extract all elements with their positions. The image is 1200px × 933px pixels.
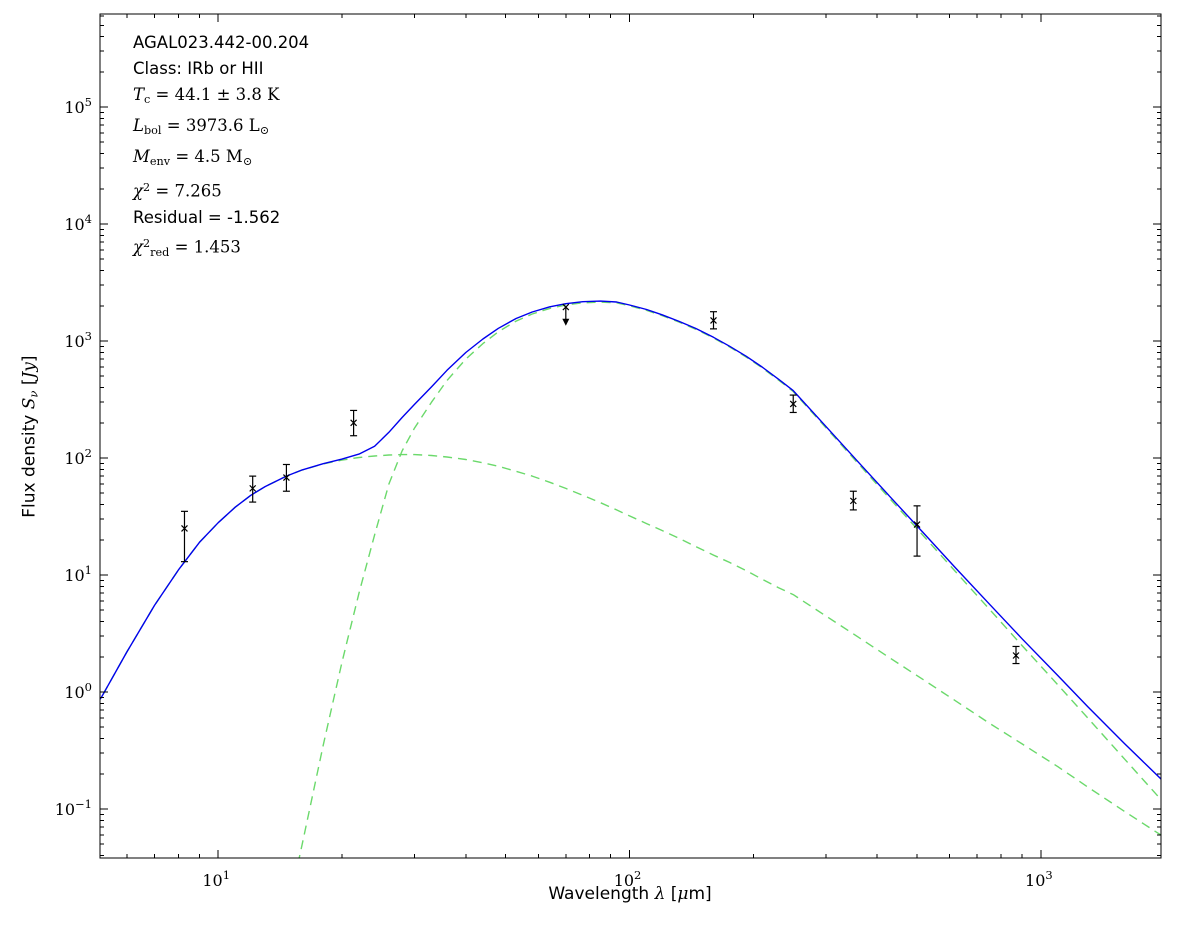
y-tick-label: 104 <box>64 212 92 234</box>
x-tick-label: 103 <box>1025 868 1053 890</box>
annotation-line-6: χ2 = 7.265 <box>133 175 309 205</box>
annotation-segment: Residual = -1.562 <box>133 208 281 228</box>
total-fit-curve <box>100 300 1161 780</box>
y-tick-label: 103 <box>64 329 92 351</box>
x-tick-label: 102 <box>614 868 642 890</box>
annotation-line-4: Lbol = 3973.6 L⊙ <box>133 113 309 144</box>
warm-component-curve <box>100 453 1161 836</box>
annotation-segment: = 4.5 M <box>170 147 243 167</box>
x-axis-label-segment: m] <box>688 884 712 904</box>
y-axis-label-segment: Flux density <box>19 409 40 518</box>
annotation-segment: χ <box>133 237 143 257</box>
annotation-segment: env <box>149 155 171 169</box>
annotation-line-7: Residual = -1.562 <box>133 205 309 231</box>
x-axis-label-segment: [ <box>665 884 678 904</box>
annotation-segment: Class: IRb or HII <box>133 59 264 78</box>
x-axis-label-segment: Wavelength <box>548 884 655 904</box>
data-marker-x <box>350 419 358 427</box>
cold-component-curve <box>298 301 1161 858</box>
annotation-segment: red <box>150 245 170 259</box>
annotation-segment: = 44.1 ± 3.8 K <box>150 85 280 104</box>
x-axis-label-segment: λ <box>654 884 666 904</box>
data-marker-x <box>181 525 188 532</box>
y-axis-label-segment: Jy <box>19 362 40 379</box>
data-marker-x <box>1012 652 1020 659</box>
y-tick-label: 101 <box>64 563 92 585</box>
annotation-segment: AGAL023.442-00.204 <box>133 33 310 52</box>
annotation-line-3: Tc = 44.1 ± 3.8 K <box>133 82 309 113</box>
annotation-line-1: AGAL023.442-00.204 <box>133 30 309 56</box>
annotation-segment: = 1.453 <box>169 237 241 257</box>
y-axis-label-segment: ] <box>19 355 40 363</box>
data-marker-x <box>789 400 797 408</box>
data-marker-x <box>249 484 257 492</box>
annotation-segment: c <box>144 93 151 107</box>
x-tick-label: 101 <box>202 868 230 890</box>
annotation-segment: bol <box>143 124 162 138</box>
x-axis-label: Wavelength λ [μm] <box>420 884 840 904</box>
y-tick-label: 102 <box>64 446 92 468</box>
data-marker-x <box>913 521 921 528</box>
y-axis-label-segment: S <box>19 397 40 410</box>
upper-limit-arrowhead <box>562 318 570 326</box>
annotation-segment: ⊙ <box>259 124 270 138</box>
data-marker-x <box>710 316 717 324</box>
annotation-line-5: Menv = 4.5 M⊙ <box>133 144 309 175</box>
annotation-segment: M <box>133 147 150 167</box>
data-marker-x <box>849 497 857 505</box>
x-axis-label-segment: μ <box>677 884 689 904</box>
y-tick-label: 105 <box>64 95 92 117</box>
annotation-line-8: χ2red = 1.453 <box>133 231 309 266</box>
y-axis-label: Flux density Sν [Jy] <box>19 227 40 647</box>
y-axis-label-segment: [ <box>19 378 40 391</box>
annotation-line-2: Class: IRb or HII <box>133 56 309 82</box>
y-axis-label-segment: ν <box>26 390 41 398</box>
annotation-box: AGAL023.442-00.204 Class: IRb or HII Tc = … <box>133 30 309 266</box>
annotation-segment: = 3973.6 L <box>161 116 260 136</box>
annotation-segment: 2 <box>143 237 151 251</box>
annotation-segment: T <box>133 85 145 104</box>
annotation-segment: = 7.265 <box>150 182 222 202</box>
y-tick-label: 100 <box>64 680 92 702</box>
annotation-segment: 2 <box>143 181 151 195</box>
annotation-segment: χ <box>133 182 143 202</box>
axes-frame <box>99 13 1162 859</box>
y-tick-label: 10−1 <box>55 797 92 819</box>
data-marker-x <box>282 474 290 482</box>
annotation-segment: ⊙ <box>242 155 253 169</box>
annotation-segment: L <box>133 116 144 136</box>
